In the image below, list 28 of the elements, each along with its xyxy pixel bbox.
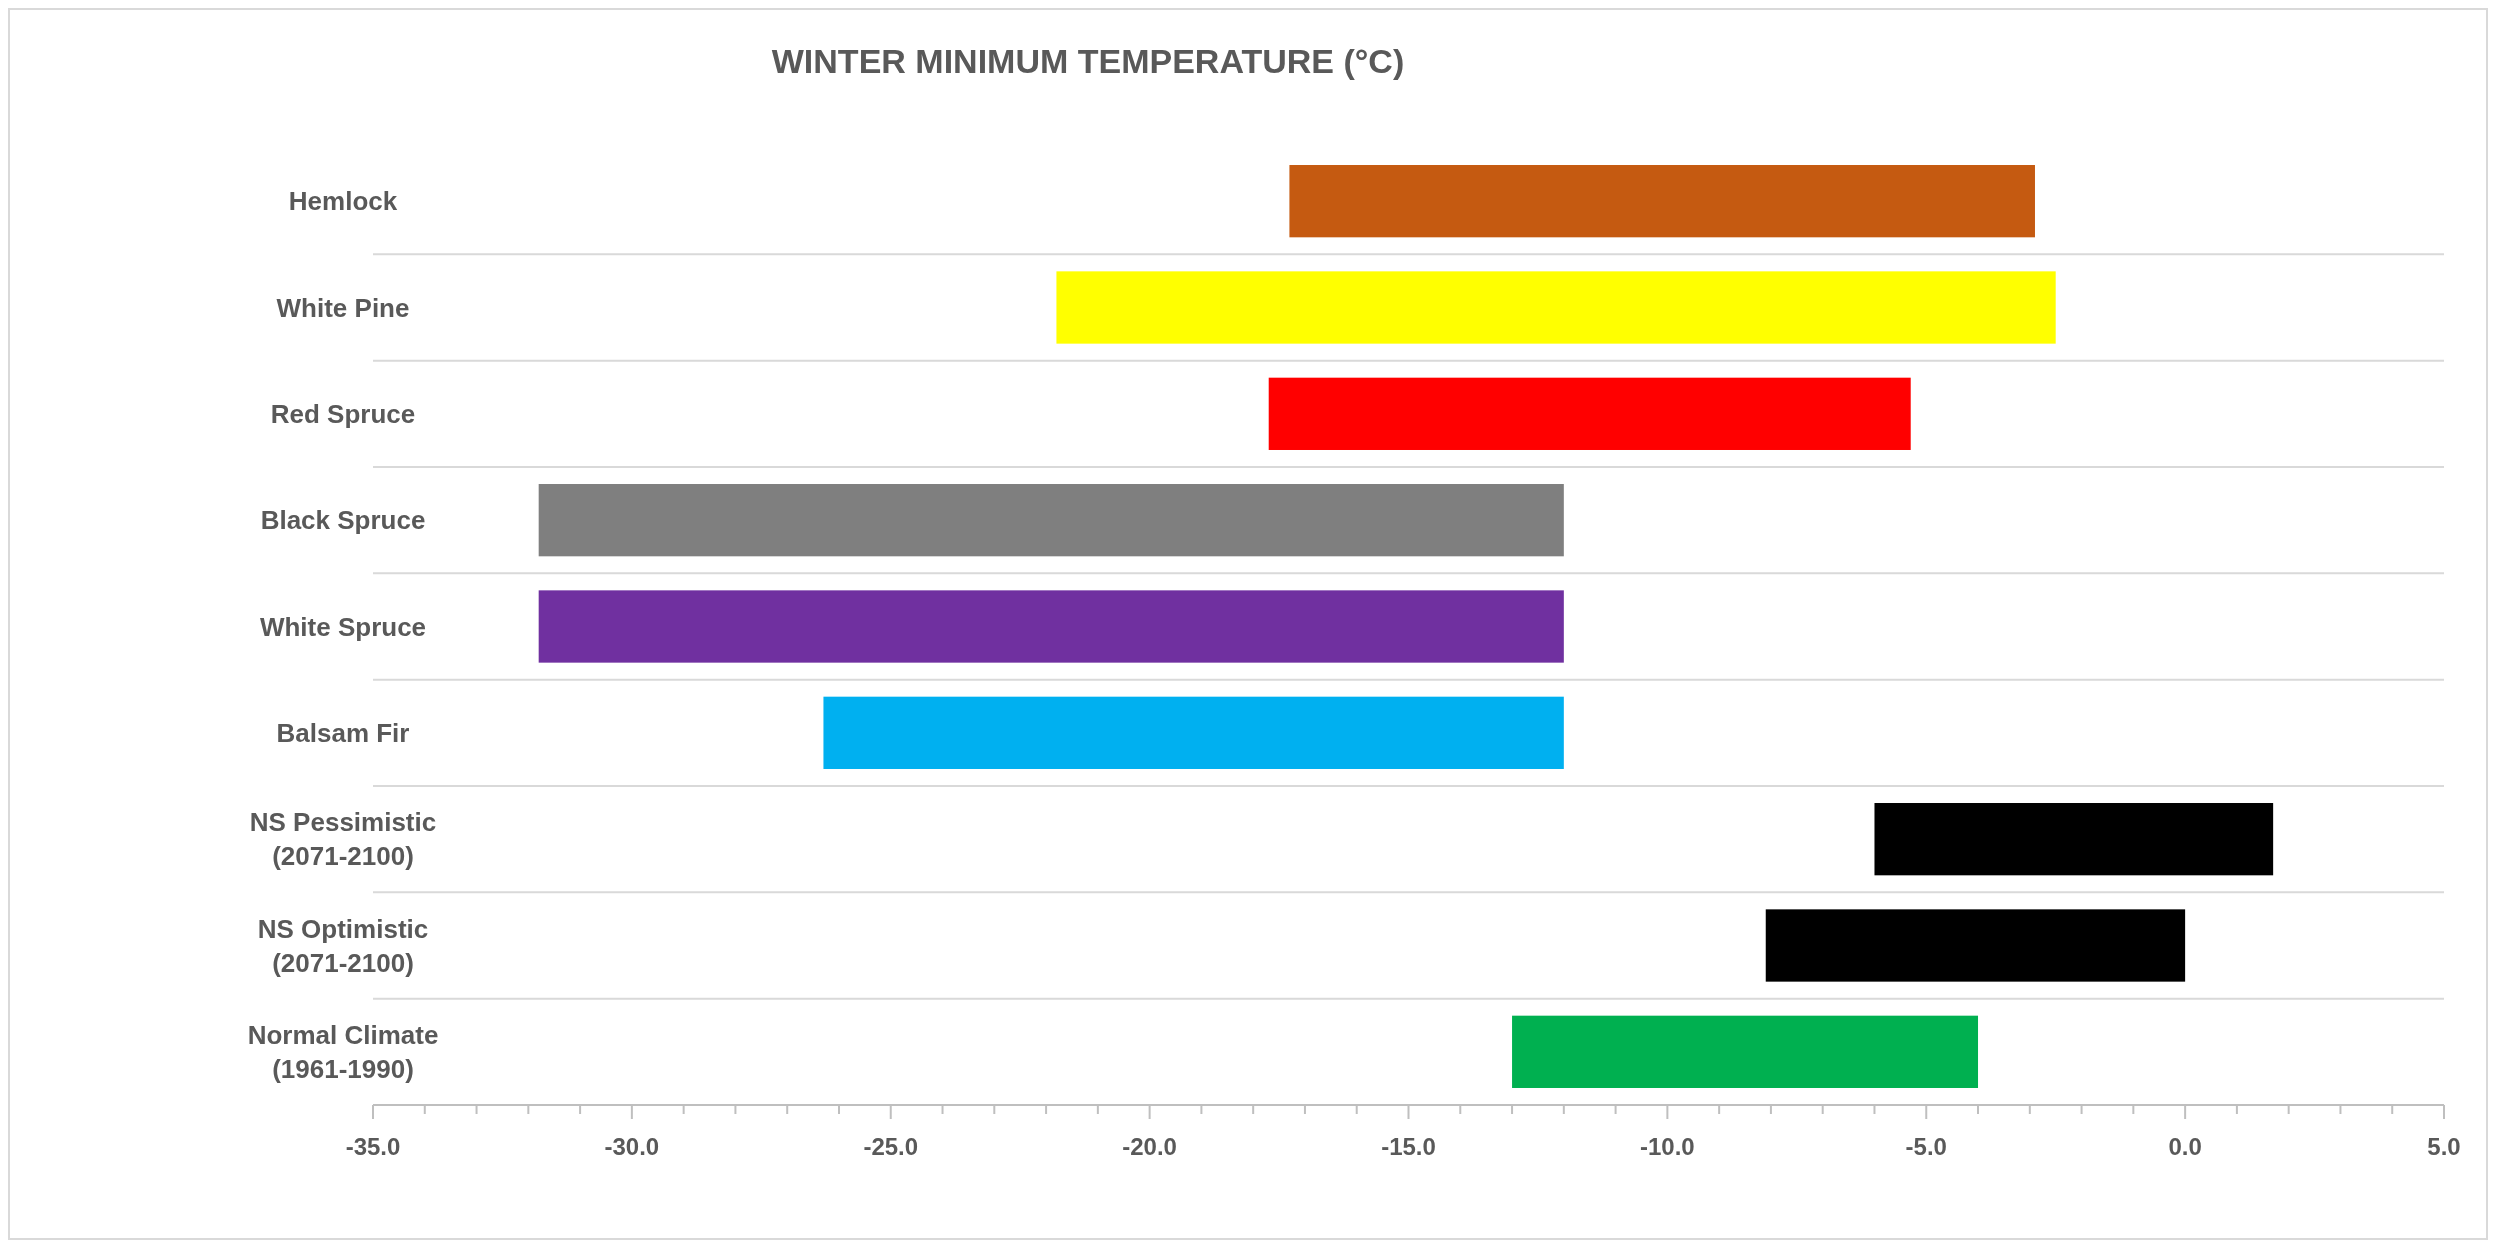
- x-tick-label: -35.0: [345, 1133, 401, 1160]
- bar: [1268, 377, 1911, 450]
- bar: [538, 484, 1564, 557]
- x-tick-label: -15.0: [1381, 1133, 1436, 1160]
- bar: [1765, 909, 2186, 982]
- x-tick-label: -20.0: [1122, 1133, 1177, 1160]
- y-tick-label: Balsam Fir: [276, 717, 410, 748]
- x-tick-label: -10.0: [1640, 1133, 1695, 1160]
- chart-title: WINTER MINIMUM TEMPERATURE (°C): [771, 42, 1405, 80]
- bar: [823, 696, 1564, 769]
- bar: [1874, 803, 2274, 876]
- x-tick-label: -25.0: [863, 1133, 919, 1160]
- y-tick-label: NS Optimistic (2071-2100): [257, 913, 429, 978]
- y-tick-label: Hemlock: [288, 186, 398, 217]
- bar: [1512, 1015, 1979, 1088]
- y-tick-label: White Pine: [276, 292, 410, 323]
- x-tick-label: 5.0: [2427, 1133, 2461, 1160]
- y-tick-label: Black Spruce: [260, 505, 426, 536]
- bar: [1289, 165, 2035, 238]
- y-tick-label: Red Spruce: [270, 398, 416, 429]
- bar: [538, 590, 1564, 663]
- y-tick-label: NS Pessimistic (2071-2100): [249, 807, 437, 872]
- bar: [1056, 271, 2056, 344]
- x-tick-label: -5.0: [1905, 1133, 1947, 1160]
- y-tick-label: Normal Climate (1961-1990): [247, 1019, 439, 1084]
- y-tick-label: White Spruce: [259, 611, 427, 642]
- x-tick-label: -30.0: [604, 1133, 660, 1160]
- x-tick-label: 0.0: [2168, 1133, 2202, 1160]
